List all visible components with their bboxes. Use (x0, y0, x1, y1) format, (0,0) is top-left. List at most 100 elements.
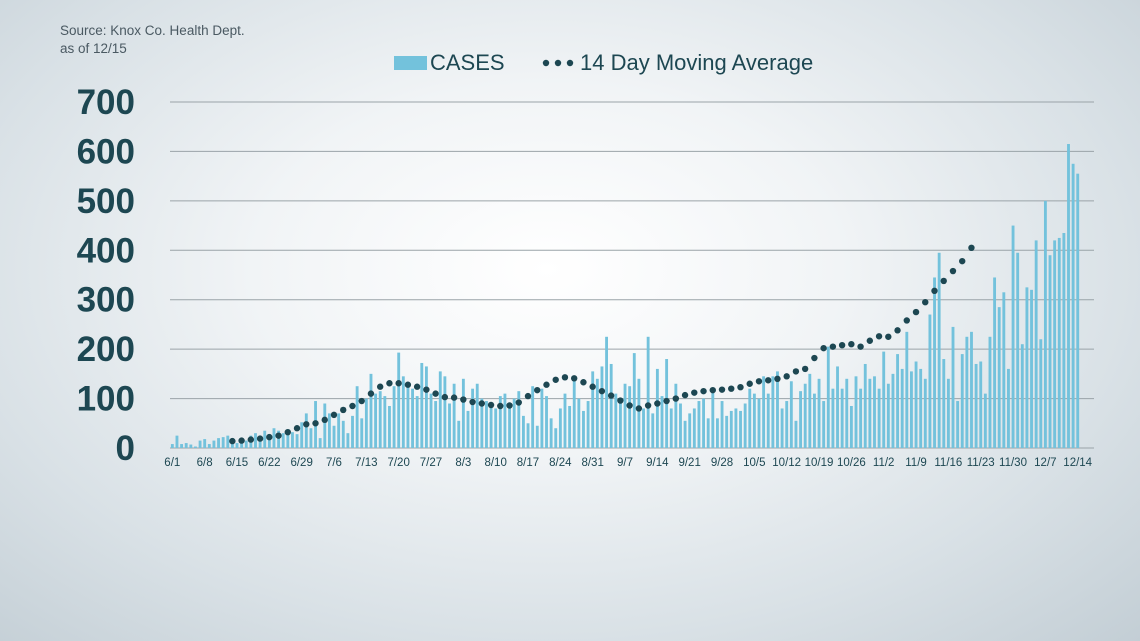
case-bar (748, 388, 752, 448)
case-bar (849, 405, 853, 448)
x-tick-label: 10/12 (772, 457, 801, 469)
case-bar (207, 444, 211, 448)
case-bar (392, 386, 396, 448)
case-bar (683, 420, 687, 448)
case-bar (170, 444, 174, 448)
average-dot (959, 257, 966, 265)
average-dot (663, 397, 670, 405)
average-dot (755, 378, 763, 385)
case-bar (766, 393, 770, 448)
x-tick-label: 11/2 (873, 457, 895, 469)
case-bar (424, 366, 428, 448)
x-tick-label: 7/27 (420, 457, 442, 469)
case-bar (388, 405, 391, 448)
case-bar (429, 393, 433, 448)
case-bar (776, 371, 779, 448)
x-tick-label: 6/1 (164, 457, 180, 469)
case-bar (854, 376, 858, 448)
case-bar (540, 388, 544, 448)
average-dot (580, 379, 587, 386)
case-bar (448, 403, 451, 448)
case-bar (651, 413, 655, 448)
case-bar (1053, 240, 1057, 448)
average-dot (340, 406, 347, 414)
average-dot (728, 385, 735, 392)
case-bar (720, 401, 724, 448)
case-bar (244, 440, 248, 448)
case-bar (905, 331, 909, 448)
average-dot (330, 411, 338, 419)
average-dot (534, 386, 541, 394)
case-bar (452, 383, 456, 448)
average-dot (866, 337, 874, 344)
case-bar (799, 391, 803, 448)
case-bar (803, 383, 807, 448)
case-bar (558, 408, 562, 448)
x-tick-label: 11/9 (905, 457, 927, 469)
case-bar (914, 361, 918, 448)
average-dot (626, 402, 633, 409)
case-bar (351, 415, 354, 448)
case-bar (868, 378, 872, 448)
average-dot (848, 341, 855, 348)
case-bar (646, 336, 650, 448)
case-bar (1030, 289, 1033, 448)
case-bar (965, 336, 969, 448)
case-bar (254, 433, 257, 448)
case-bar (184, 443, 188, 448)
case-bar (979, 361, 983, 448)
legend-cases-swatch (394, 56, 427, 70)
average-dot (423, 386, 430, 393)
case-bar (877, 388, 881, 448)
case-bar (970, 331, 973, 448)
case-bar (309, 428, 313, 448)
case-bar (817, 378, 821, 448)
legend-dot (554, 59, 562, 67)
average-dot (367, 390, 375, 397)
case-bar (919, 368, 923, 448)
average-dot (894, 327, 901, 334)
case-bar (434, 401, 438, 448)
y-tick-label: 700 (77, 83, 135, 122)
average-dot (432, 390, 439, 397)
case-bar (572, 378, 576, 448)
case-bar (771, 376, 775, 448)
case-bar (1067, 144, 1070, 448)
case-bar (480, 398, 484, 448)
legend-average-swatch (542, 59, 574, 67)
case-bar (886, 383, 890, 448)
case-bar (1057, 237, 1061, 448)
case-bar (355, 386, 359, 448)
case-bar (475, 383, 479, 448)
average-dot (912, 308, 920, 316)
case-bar (813, 393, 816, 448)
case-bar (332, 425, 336, 448)
x-tick-label: 11/23 (967, 457, 995, 469)
case-bar (457, 420, 461, 448)
y-tick-label: 400 (77, 231, 135, 270)
x-tick-label: 6/22 (258, 457, 280, 469)
x-tick-label: 7/6 (326, 457, 342, 469)
case-bar (632, 353, 636, 448)
case-bar (318, 438, 322, 448)
case-bar (956, 401, 960, 448)
y-tick-label: 0 (116, 429, 135, 468)
case-bar (341, 420, 345, 448)
average-dot (413, 383, 421, 390)
case-bar (1016, 252, 1020, 448)
average-dot (321, 416, 328, 424)
case-bar (364, 398, 368, 448)
legend-average-label: 14 Day Moving Average (580, 50, 813, 75)
average-dot (922, 298, 929, 306)
case-bar (346, 433, 350, 448)
case-bar (267, 434, 271, 448)
case-bar (910, 371, 913, 448)
case-bar (415, 396, 419, 448)
average-dot (469, 398, 476, 406)
case-bar (226, 435, 230, 448)
case-bar (692, 408, 696, 448)
case-bar (221, 437, 225, 448)
case-bar (235, 443, 239, 448)
case-bar (360, 418, 364, 448)
average-dot (654, 400, 661, 407)
